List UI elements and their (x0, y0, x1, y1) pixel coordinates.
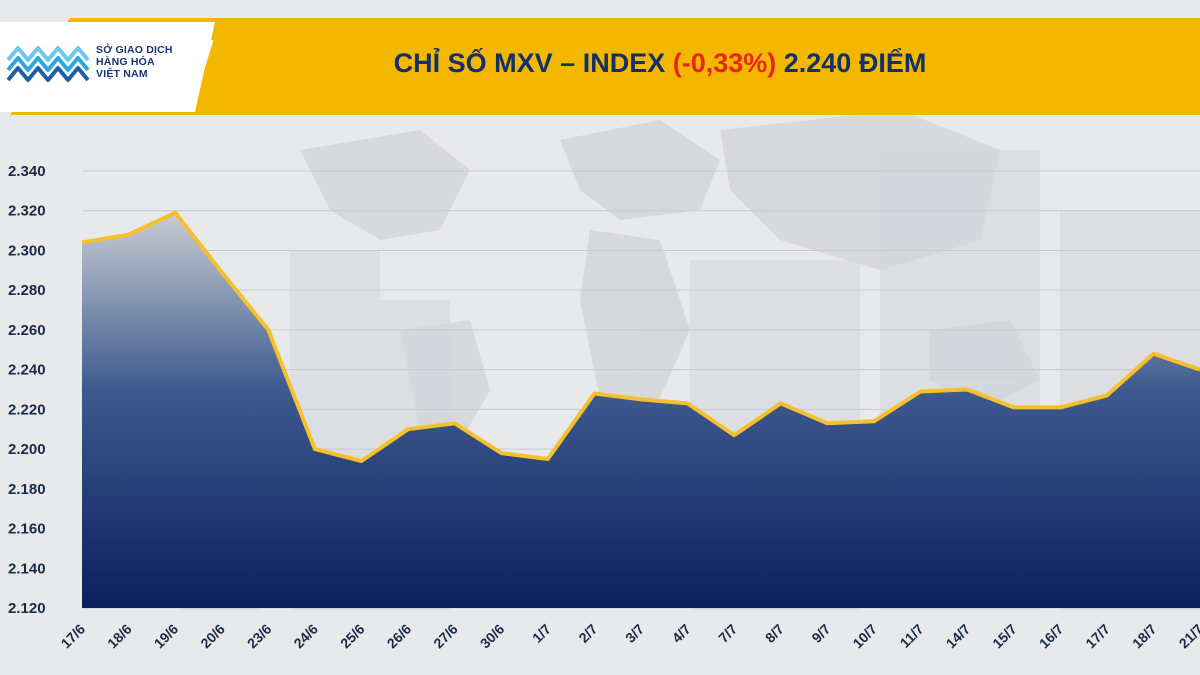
logo-line-2: HÀNG HÓA (96, 56, 155, 68)
x-tick-label: 30/6 (477, 621, 508, 652)
y-tick-label: 2.120 (8, 600, 46, 617)
x-tick-label: 1/7 (529, 621, 554, 646)
index-area (82, 212, 1200, 608)
x-tick-label: 23/6 (244, 621, 275, 652)
mxv-logo-icon (6, 46, 90, 82)
mxv-logo: SỞ GIAO DỊCH HÀNG HÓA VIỆT NAM (0, 22, 220, 114)
y-tick-label: 2.260 (8, 322, 46, 339)
x-tick-label: 15/7 (989, 621, 1020, 652)
title-suffix: 2.240 ĐIỂM (776, 48, 927, 78)
logo-line-3: VIỆT NAM (96, 68, 148, 80)
title-banner (0, 18, 1200, 115)
y-tick-label: 2.240 (8, 362, 46, 379)
y-tick-label: 2.200 (8, 441, 46, 458)
y-tick-label: 2.340 (8, 163, 46, 180)
x-tick-label: 8/7 (762, 621, 787, 646)
x-tick-label: 7/7 (715, 621, 740, 646)
title-prefix: CHỈ SỐ MXV – INDEX (393, 48, 673, 78)
chart-title: CHỈ SỐ MXV – INDEX (-0,33%) 2.240 ĐIỂM (230, 48, 1090, 79)
logo-text: SỞ GIAO DỊCH HÀNG HÓA VIỆT NAM (96, 44, 173, 80)
y-tick-label: 2.280 (8, 282, 46, 299)
x-tick-label: 25/6 (337, 621, 368, 652)
x-tick-label: 27/6 (430, 621, 461, 652)
y-axis-ticks: 2.120 2.140 2.160 2.180 2.200 2.220 2.240 2.260… (8, 163, 46, 617)
x-tick-label: 24/6 (290, 621, 321, 652)
x-tick-label: 14/7 (943, 621, 974, 652)
logo-line-1: SỞ GIAO DỊCH (96, 44, 173, 56)
y-tick-label: 2.160 (8, 521, 46, 538)
x-tick-label: 17/7 (1082, 621, 1113, 652)
x-tick-label: 10/7 (849, 621, 880, 652)
x-tick-label: 2/7 (575, 621, 600, 646)
x-tick-label: 21/7 (1176, 621, 1200, 652)
x-axis-ticks: 17/6 18/6 19/6 20/6 23/6 24/6 25/6 26/6 27/6 30/6… (58, 621, 1200, 652)
x-tick-label: 18/7 (1129, 621, 1160, 652)
x-tick-label: 26/6 (384, 621, 415, 652)
y-tick-label: 2.140 (8, 560, 46, 577)
y-tick-label: 2.320 (8, 203, 46, 220)
x-tick-label: 20/6 (197, 621, 228, 652)
x-tick-label: 3/7 (622, 621, 647, 646)
index-line (81, 210, 1200, 463)
x-tick-label: 17/6 (58, 621, 89, 652)
x-tick-label: 16/7 (1036, 621, 1067, 652)
y-tick-label: 2.220 (8, 401, 46, 418)
x-tick-label: 11/7 (897, 621, 927, 651)
x-tick-label: 18/6 (104, 621, 135, 652)
x-tick-label: 9/7 (808, 621, 833, 646)
x-tick-label: 4/7 (669, 621, 694, 646)
y-tick-label: 2.180 (8, 481, 46, 498)
title-change: (-0,33%) (672, 48, 777, 78)
y-tick-label: 2.300 (8, 242, 46, 259)
x-tick-label: 19/6 (151, 621, 182, 652)
